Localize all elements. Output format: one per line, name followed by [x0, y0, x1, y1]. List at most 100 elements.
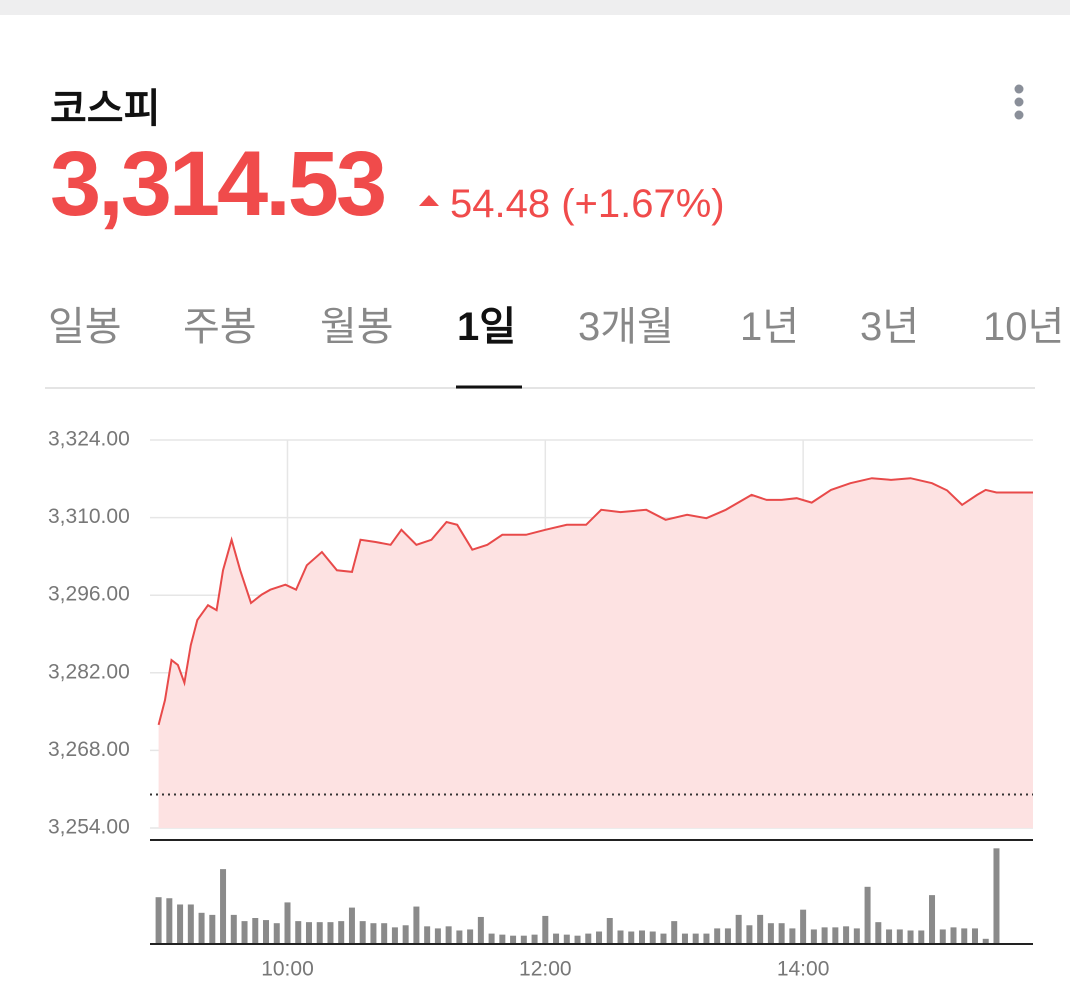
volume-bar	[348, 907, 355, 944]
volume-bar	[456, 930, 463, 944]
y-tick-label: 3,310.00	[48, 505, 130, 528]
volume-bar	[370, 923, 377, 944]
volume-bar	[649, 931, 656, 944]
volume-bar	[961, 928, 968, 944]
volume-bar	[671, 921, 678, 944]
volume-bar	[703, 933, 710, 944]
volume-bar	[628, 931, 635, 944]
volume-bar	[746, 925, 753, 944]
volume-bar	[596, 931, 603, 944]
volume-bar	[800, 909, 807, 944]
volume-bar	[467, 929, 474, 944]
volume-bar	[305, 922, 312, 944]
volume-bar	[886, 929, 893, 944]
price-line	[157, 477, 1033, 726]
area	[158, 478, 1033, 828]
volume-bar	[155, 897, 162, 944]
x-tick-label: 14:00	[777, 958, 830, 981]
volume-bar	[209, 914, 216, 944]
y-tick-label: 3,282.00	[48, 660, 130, 683]
volume-bar	[778, 923, 785, 944]
volume-bar	[681, 933, 688, 944]
volume-bar	[273, 923, 280, 944]
volume-bar	[166, 898, 173, 944]
volume-bar	[198, 912, 205, 944]
volume-bar	[338, 921, 345, 944]
up-arrow	[419, 195, 439, 206]
volume-bar	[950, 927, 957, 944]
volume-bar	[864, 886, 871, 944]
volume-bar	[714, 928, 721, 944]
volume-bar	[982, 938, 989, 944]
tab[interactable]: 월봉	[320, 305, 394, 349]
volume-bar	[843, 926, 850, 944]
volume-bar	[381, 923, 388, 944]
volume-bar	[477, 916, 484, 944]
volume-bar	[187, 904, 194, 944]
volume-bar	[585, 933, 592, 944]
volume-bar	[638, 930, 645, 944]
y-tick-label: 3,268.00	[48, 738, 130, 761]
volume-bar	[810, 929, 817, 944]
volume-bar	[295, 921, 302, 944]
volume-bar	[971, 928, 978, 944]
volume-bar	[896, 929, 903, 944]
tab[interactable]: 일봉	[48, 305, 122, 349]
volume-bar	[402, 925, 409, 944]
volume-bar	[424, 926, 431, 944]
volume-bar	[220, 869, 227, 944]
tab[interactable]: 1일	[457, 305, 517, 349]
tab[interactable]: 1년	[740, 305, 800, 349]
tab[interactable]: 3년	[860, 305, 920, 349]
volume-bar	[617, 930, 624, 944]
title: 코스피	[50, 87, 161, 131]
volume-bar	[574, 935, 581, 944]
price: 3,314.53	[50, 133, 387, 235]
change: 54.48 (+1.67%)	[450, 182, 725, 226]
volume-bar	[907, 930, 914, 944]
volume-bar	[832, 927, 839, 944]
volume-bar	[993, 848, 1000, 944]
volume-bar	[875, 922, 882, 944]
volume-bar	[327, 922, 334, 944]
volume-bar	[252, 918, 259, 944]
tab[interactable]: 3개월	[578, 305, 674, 349]
volume-bar	[263, 920, 270, 944]
volume-bar	[853, 928, 860, 944]
tab[interactable]: 주봉	[183, 305, 257, 349]
volume-bar	[284, 902, 291, 944]
menu-button[interactable]	[1012, 84, 1026, 124]
tab[interactable]: 10년	[983, 305, 1065, 349]
volume-bar	[939, 929, 946, 944]
x-tick-label: 10:00	[261, 958, 314, 981]
volume-bar	[359, 921, 366, 944]
volume-bar	[499, 934, 506, 944]
x-tick-label: 12:00	[519, 958, 572, 981]
volume-bar	[413, 906, 420, 944]
volume-bar	[510, 935, 517, 944]
volume-bar	[531, 934, 538, 944]
volume-bar	[445, 926, 452, 944]
volume-bar	[692, 933, 699, 944]
volume-bar	[542, 915, 549, 944]
volume-bar	[241, 921, 248, 944]
volume-bar	[929, 895, 936, 944]
volume-bar	[488, 933, 495, 944]
volume-bar	[316, 922, 323, 944]
volume-bar	[767, 923, 774, 944]
y-tick-label: 3,324.00	[48, 428, 130, 451]
volume-bar	[606, 918, 613, 944]
volume-bar	[918, 930, 925, 944]
volume-bar	[553, 933, 560, 944]
volume-bar	[520, 935, 527, 944]
volume-bar	[391, 927, 398, 944]
volume-bar	[563, 934, 570, 944]
volume-bar	[177, 904, 184, 944]
y-tick-label: 3,254.00	[48, 816, 130, 839]
volume-bar	[757, 914, 764, 944]
volume-bar	[821, 927, 828, 944]
volume-bar	[660, 933, 667, 944]
volume-bar	[789, 928, 796, 944]
